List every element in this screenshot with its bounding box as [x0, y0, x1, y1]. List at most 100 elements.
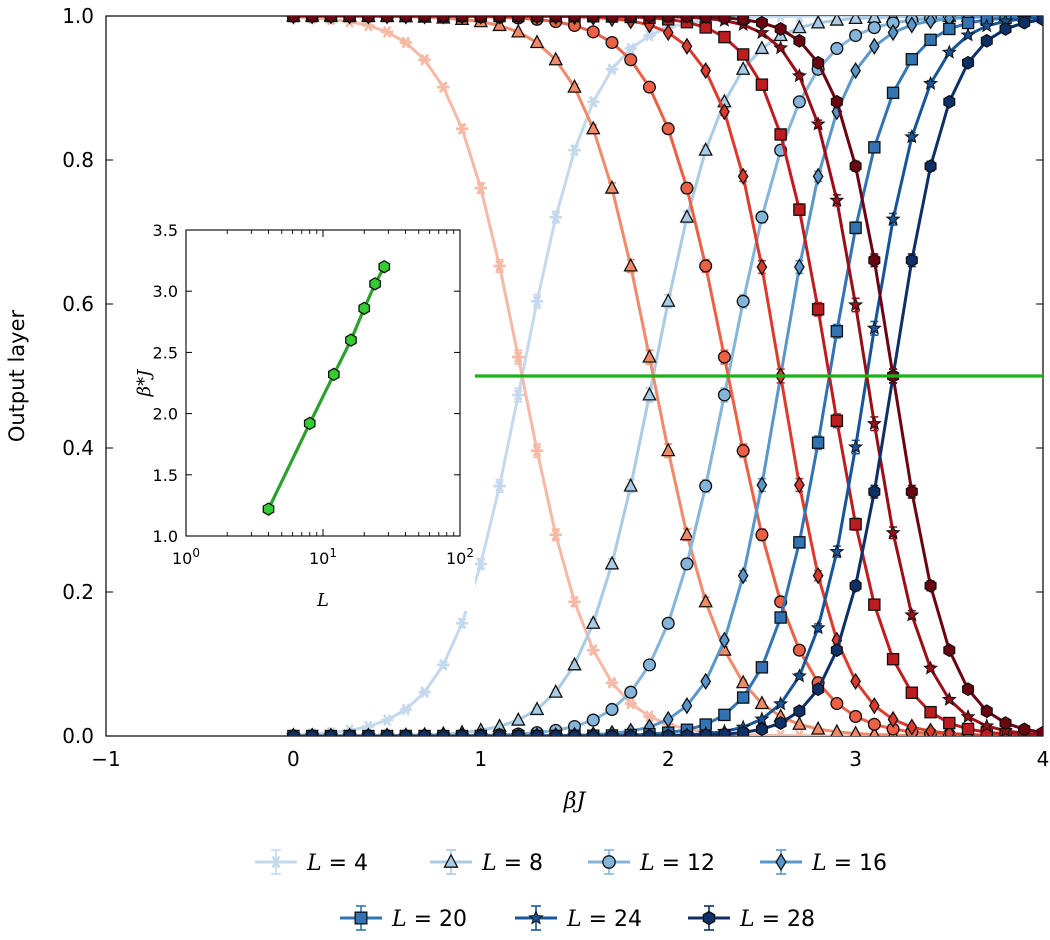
legend-marker	[775, 852, 787, 872]
data-point	[324, 729, 337, 736]
data-point	[1018, 16, 1031, 30]
data-point	[737, 167, 749, 186]
y-tick-label: 0.2	[62, 580, 94, 604]
data-point	[493, 729, 506, 736]
data-point	[849, 29, 863, 43]
data-point	[830, 94, 843, 109]
data-point	[906, 718, 918, 736]
data-point	[755, 528, 769, 542]
data-point	[455, 617, 469, 630]
y-tick-label: 0.6	[62, 292, 94, 316]
data-point	[624, 685, 638, 699]
data-point	[830, 414, 844, 427]
data-point	[456, 16, 469, 23]
data-point	[925, 16, 936, 30]
data-point	[699, 728, 712, 736]
data-point	[773, 40, 789, 55]
data-point	[792, 19, 807, 34]
data-point	[660, 293, 676, 307]
x-tick-label: 4	[1037, 747, 1050, 771]
data-point	[512, 388, 525, 401]
data-point	[830, 723, 844, 736]
legend-marker	[354, 911, 368, 925]
data-point	[624, 42, 637, 55]
data-point	[904, 129, 920, 144]
data-point	[681, 37, 693, 55]
data-point	[962, 55, 975, 70]
data-point	[586, 25, 600, 39]
data-point	[642, 658, 657, 672]
data-point	[866, 415, 882, 431]
data-point	[960, 708, 976, 724]
data-point	[848, 297, 864, 312]
data-point	[793, 16, 806, 23]
data-point	[755, 210, 769, 224]
data-point	[755, 722, 768, 736]
data-point	[905, 53, 919, 66]
x-tick-label: 0	[287, 747, 300, 771]
data-point	[719, 631, 730, 649]
data-point	[493, 259, 506, 272]
data-point	[755, 661, 769, 674]
data-point	[810, 619, 826, 635]
data-point	[679, 208, 695, 223]
data-point	[849, 517, 862, 531]
inset-x-tick-label: 101	[309, 546, 337, 568]
data-point	[830, 643, 843, 658]
data-point	[924, 705, 937, 719]
data-point	[529, 34, 545, 49]
y-tick-label: 0.0	[62, 724, 94, 748]
data-point	[869, 726, 880, 736]
data-point	[662, 16, 675, 24]
data-point	[679, 526, 695, 541]
inset-x-tick-label: 102	[446, 546, 474, 568]
data-point	[774, 16, 787, 23]
inset-y-tick-label: 2.0	[153, 405, 178, 424]
data-point	[680, 728, 693, 736]
data-point	[699, 259, 713, 273]
data-point	[867, 717, 881, 731]
x-tick-label: 1	[474, 747, 487, 771]
data-point	[999, 21, 1012, 36]
data-point	[643, 710, 656, 723]
data-point	[754, 695, 770, 710]
data-point	[979, 718, 995, 733]
data-point	[624, 53, 638, 67]
legend-marker	[269, 855, 283, 869]
data-point	[474, 557, 487, 570]
data-point	[793, 203, 806, 216]
data-point	[868, 598, 881, 611]
data-point	[512, 729, 525, 736]
data-point	[624, 728, 637, 736]
data-point	[437, 16, 450, 23]
data-point	[605, 676, 619, 689]
data-point	[662, 23, 674, 42]
data-point	[943, 724, 955, 736]
data-point	[343, 16, 356, 23]
x-tick-label: 3	[849, 747, 862, 771]
data-point	[848, 16, 863, 25]
inset-y-axis-label: β*J	[134, 368, 155, 397]
data-point	[717, 350, 731, 364]
data-point	[1036, 725, 1043, 736]
data-point	[849, 578, 862, 593]
legend-marker	[443, 853, 459, 868]
data-point	[530, 444, 544, 457]
data-point	[493, 480, 506, 493]
data-point	[718, 16, 731, 25]
data-point	[418, 16, 431, 23]
data-point	[756, 258, 768, 276]
data-point	[661, 616, 675, 630]
data-point	[567, 78, 582, 93]
data-point	[774, 729, 787, 736]
data-point	[887, 710, 899, 729]
data-point	[868, 484, 881, 499]
data-point	[941, 691, 957, 707]
data-point	[736, 294, 750, 308]
data-point	[849, 221, 862, 235]
data-point	[812, 566, 824, 585]
data-point	[718, 727, 731, 736]
inset-x-axis-label: L	[316, 590, 329, 611]
data-point	[812, 167, 824, 186]
data-point	[1036, 16, 1043, 27]
